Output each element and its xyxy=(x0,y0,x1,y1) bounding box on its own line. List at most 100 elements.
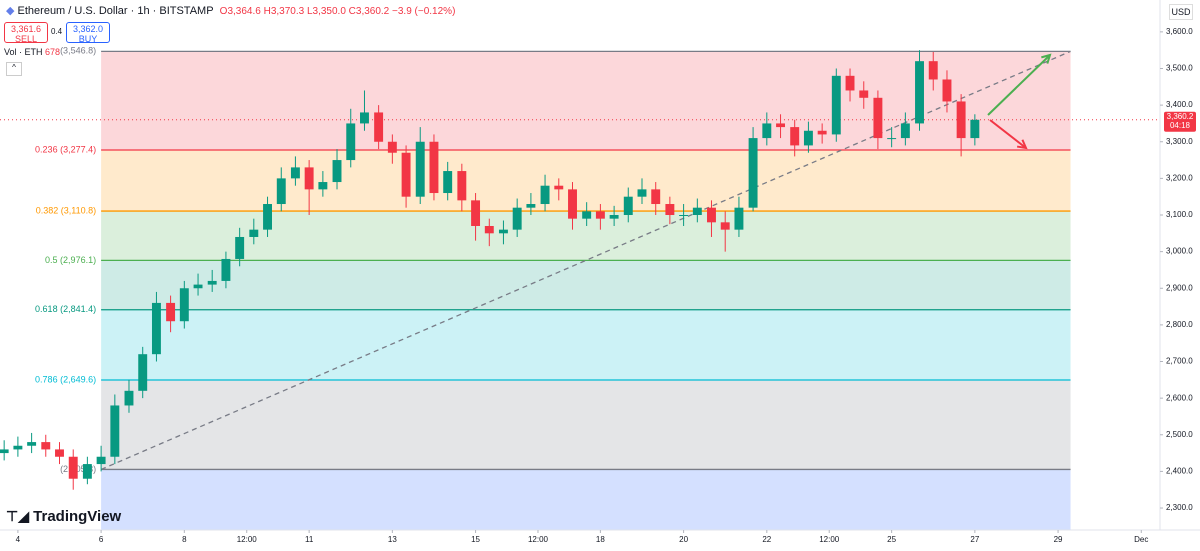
candle-body xyxy=(55,449,64,457)
candle-body xyxy=(762,123,772,139)
candle-body xyxy=(263,204,272,230)
buy-button[interactable]: 3,362.0 BUY xyxy=(66,22,110,44)
candle-body xyxy=(415,141,425,197)
candle-body xyxy=(540,185,550,205)
candle-body xyxy=(193,284,203,289)
candle-body xyxy=(803,130,813,146)
candle-body xyxy=(928,61,938,80)
fib-label: (2,405.3) xyxy=(60,464,96,474)
candle-body xyxy=(970,119,980,139)
volume-label: Vol · ETH xyxy=(4,47,43,57)
candle-body xyxy=(429,141,439,194)
x-tick-label: 8 xyxy=(182,535,187,544)
y-tick-label: 2,300.0 xyxy=(1166,503,1193,512)
x-tick-label: Dec xyxy=(1134,535,1148,544)
fib-zone xyxy=(101,211,1071,261)
candle-body xyxy=(346,123,356,161)
fib-zone xyxy=(101,469,1071,530)
candle-body xyxy=(817,130,827,135)
spread: 0.4 xyxy=(51,27,63,36)
sell-button[interactable]: 3,361.6 SELL xyxy=(4,22,48,44)
x-tick-label: 27 xyxy=(970,535,979,544)
x-tick-label: 13 xyxy=(388,535,397,544)
candle-body xyxy=(276,178,286,205)
y-tick-label: 2,700.0 xyxy=(1166,357,1193,366)
candle-body xyxy=(207,280,217,285)
candle-body xyxy=(790,127,800,146)
buy-price: 3,362.0 xyxy=(72,24,104,34)
symbol-title: ◆ Ethereum / U.S. Dollar · 1h · BITSTAMP… xyxy=(6,5,456,17)
candle-body xyxy=(595,211,605,219)
candle-body xyxy=(151,302,161,355)
candle-body xyxy=(110,405,120,457)
candle-body xyxy=(582,211,592,219)
candle-body xyxy=(387,141,397,153)
x-tick-label: 20 xyxy=(679,535,688,544)
candle-body xyxy=(166,302,176,322)
fib-label: 0.5 (2,976.1) xyxy=(45,255,96,265)
candle-body xyxy=(623,196,633,216)
candle-body xyxy=(249,229,259,237)
x-tick-label: 18 xyxy=(596,535,605,544)
candle-body xyxy=(471,200,481,226)
collapse-button[interactable]: ^ xyxy=(6,62,22,76)
price-tag-label: 3,360.2 xyxy=(1167,112,1194,121)
ohlc: O3,364.6 H3,370.3 L3,350.0 C3,360.2 −3.9… xyxy=(219,6,456,17)
candle-body xyxy=(637,189,647,197)
price-axis-bg xyxy=(1160,0,1200,551)
trendline xyxy=(100,50,1071,471)
candle-body xyxy=(720,222,730,230)
sell-label: SELL xyxy=(14,34,38,44)
y-tick-label: 3,100.0 xyxy=(1166,210,1193,219)
candle-body xyxy=(873,97,883,139)
brand: TradingView xyxy=(33,508,122,525)
candle-body xyxy=(221,258,231,281)
candle-body xyxy=(692,207,702,216)
candle-body xyxy=(318,182,328,190)
y-tick-label: 2,900.0 xyxy=(1166,283,1193,292)
volume-value: 678 xyxy=(45,47,61,57)
fib-label: 0.382 (3,110.8) xyxy=(36,205,96,215)
currency[interactable]: USD xyxy=(1169,4,1193,20)
buy-label: BUY xyxy=(78,34,98,44)
symbol: Ethereum / U.S. Dollar · 1h · BITSTAMP xyxy=(17,5,214,17)
candle-body xyxy=(41,442,51,450)
candle-body xyxy=(915,61,924,124)
fib-zone xyxy=(101,150,1071,212)
candle-body xyxy=(859,90,869,98)
y-tick-label: 3,200.0 xyxy=(1166,173,1193,182)
x-tick-label: 4 xyxy=(16,535,21,544)
candle-body xyxy=(665,204,675,216)
candle-body xyxy=(554,185,564,190)
y-tick-label: 2,400.0 xyxy=(1166,467,1193,476)
candle-body xyxy=(235,236,245,259)
candle-body xyxy=(0,449,9,454)
candle-body xyxy=(124,390,134,406)
x-tick-label: 25 xyxy=(887,535,896,544)
candle-body xyxy=(679,215,689,217)
y-tick-label: 2,500.0 xyxy=(1166,430,1193,439)
fib-zone xyxy=(101,260,1071,310)
candle-body xyxy=(734,207,744,230)
candle-body xyxy=(526,204,536,208)
fib-label: 0.618 (2,841.4) xyxy=(35,304,96,314)
arrow-head xyxy=(1041,53,1052,64)
y-tick-label: 3,600.0 xyxy=(1166,27,1193,36)
y-tick-label: 3,300.0 xyxy=(1166,137,1193,146)
candle-body xyxy=(290,167,300,179)
y-tick-label: 3,400.0 xyxy=(1166,100,1193,109)
x-tick-label: 12:00 xyxy=(237,535,258,544)
candle-body xyxy=(512,207,522,230)
candle-body xyxy=(498,229,508,234)
candle-body xyxy=(179,288,189,322)
candle-body xyxy=(27,442,37,446)
x-tick-label: 29 xyxy=(1054,535,1063,544)
countdown: 04:18 xyxy=(1170,121,1191,130)
fib-label: 0.786 (2,649.6) xyxy=(35,374,96,384)
candle-body xyxy=(568,189,577,219)
candle-body xyxy=(374,112,384,142)
candle-body xyxy=(304,167,314,190)
candle-body xyxy=(68,456,78,479)
